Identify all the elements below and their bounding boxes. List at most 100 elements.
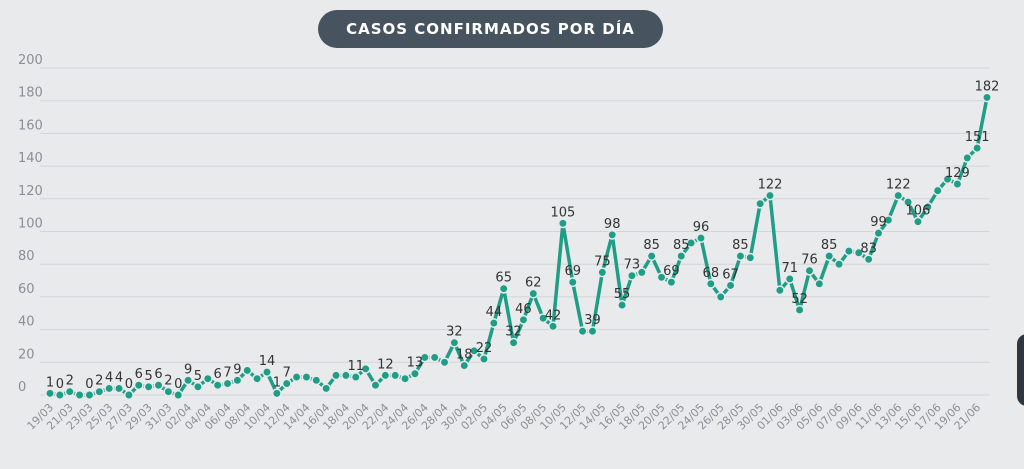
data-label: 105 <box>550 205 575 220</box>
data-point <box>400 373 411 384</box>
data-point <box>439 357 450 368</box>
y-tick-label: 80 <box>18 249 35 264</box>
data-label: 11 <box>347 359 364 374</box>
y-tick-label: 20 <box>18 347 35 362</box>
data-point <box>222 378 233 389</box>
data-label: 85 <box>821 238 838 253</box>
data-label: 18 <box>456 348 473 363</box>
data-label: 2 <box>164 374 172 389</box>
data-label: 68 <box>703 266 720 281</box>
data-label: 62 <box>525 276 542 291</box>
data-point <box>301 372 312 382</box>
data-point <box>942 174 953 185</box>
data-label: 1 <box>273 375 281 390</box>
data-point <box>173 390 184 400</box>
data-point <box>755 198 766 209</box>
data-label: 2 <box>95 374 103 389</box>
data-point <box>794 305 805 315</box>
data-point <box>133 380 144 391</box>
data-point <box>74 390 85 400</box>
data-point <box>409 368 420 379</box>
data-label: 14 <box>259 354 276 369</box>
data-point <box>962 152 973 163</box>
data-point <box>853 247 864 258</box>
data-label: 46 <box>515 302 532 317</box>
data-point <box>45 388 55 399</box>
data-point <box>636 267 647 278</box>
y-tick-label: 40 <box>18 315 35 330</box>
data-point <box>153 380 164 391</box>
data-label: 106 <box>906 204 931 219</box>
data-point <box>232 375 243 386</box>
data-label: 69 <box>564 264 581 279</box>
data-label: 7 <box>223 366 231 381</box>
data-label: 9 <box>184 362 192 377</box>
data-point <box>291 372 302 382</box>
data-point <box>774 285 785 296</box>
data-point <box>705 278 716 289</box>
data-point <box>459 360 470 371</box>
data-point <box>311 375 322 386</box>
data-point <box>834 259 845 270</box>
data-point <box>607 229 618 240</box>
data-point <box>271 388 282 399</box>
data-label: 39 <box>584 313 601 328</box>
data-label: 44 <box>486 305 503 320</box>
data-label: 182 <box>975 79 1000 94</box>
data-point <box>814 278 825 289</box>
data-point <box>745 252 756 263</box>
data-label: 5 <box>194 369 202 384</box>
side-panel-handle[interactable] <box>1017 334 1024 406</box>
y-tick-label: 100 <box>18 217 43 232</box>
data-point <box>104 383 115 394</box>
data-point <box>419 352 430 363</box>
data-label: 71 <box>781 261 798 276</box>
data-label: 2 <box>66 374 74 389</box>
data-point <box>498 283 509 294</box>
data-label: 85 <box>643 238 660 253</box>
y-tick-label: 0 <box>18 380 26 395</box>
data-point <box>331 370 341 381</box>
data-point <box>518 314 529 325</box>
data-point <box>567 277 578 288</box>
data-label: 75 <box>594 254 611 269</box>
data-label: 1 <box>46 375 54 390</box>
data-point <box>64 386 75 397</box>
data-point <box>449 337 460 348</box>
data-label: 5 <box>144 369 152 384</box>
y-tick-label: 160 <box>18 118 43 133</box>
data-label: 98 <box>604 217 621 232</box>
data-point <box>84 390 95 400</box>
data-label: 73 <box>624 258 641 273</box>
data-label: 83 <box>860 241 877 256</box>
y-tick-label: 140 <box>18 151 43 166</box>
data-label: 122 <box>886 178 911 193</box>
data-point <box>183 375 194 386</box>
data-point <box>469 345 480 356</box>
data-point <box>479 354 489 364</box>
data-label: 6 <box>214 367 222 382</box>
data-label: 0 <box>56 377 64 392</box>
data-point <box>548 321 558 332</box>
data-label: 22 <box>476 341 493 356</box>
data-label: 42 <box>545 308 562 323</box>
y-tick-label: 180 <box>18 86 43 101</box>
data-label: 32 <box>446 325 463 340</box>
data-point <box>686 237 697 248</box>
data-label: 151 <box>965 130 990 145</box>
data-label: 122 <box>758 178 783 193</box>
data-point <box>982 92 992 103</box>
data-point <box>765 190 775 201</box>
data-point <box>360 363 371 374</box>
data-label: 32 <box>505 325 522 340</box>
series-line <box>49 97 989 397</box>
data-point <box>557 218 568 229</box>
data-point <box>903 197 914 208</box>
data-label: 65 <box>495 271 512 286</box>
y-tick-label: 60 <box>18 282 35 297</box>
data-point <box>123 390 134 400</box>
data-point <box>715 291 726 302</box>
data-label: 4 <box>115 370 123 385</box>
data-label: 129 <box>945 166 970 181</box>
